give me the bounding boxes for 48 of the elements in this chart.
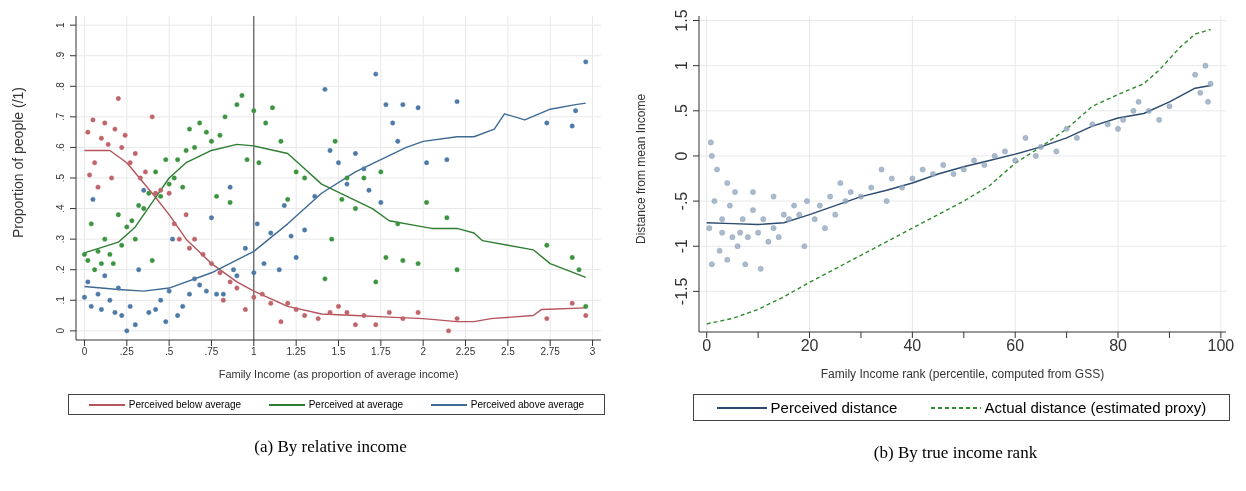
x-tick-label: .5 — [164, 346, 174, 358]
y-tick-label: .4 — [55, 203, 66, 213]
y-tick-label: .5 — [55, 173, 66, 183]
x-tick-label: 2.25 — [455, 346, 476, 358]
x-tick-label: .75 — [204, 346, 219, 358]
x-tick-label: 1 — [251, 346, 258, 358]
x-tick-label: 1.25 — [286, 346, 307, 358]
y-tick-label: .2 — [55, 265, 66, 274]
y-tick-label: .5 — [673, 104, 690, 118]
y-tick-label: .3 — [55, 234, 66, 244]
y-tick-label: 1 — [673, 61, 690, 71]
y-tick-label: 1 — [55, 21, 66, 28]
y-axis-title: Proportion of people (/1) — [9, 87, 26, 238]
x-tick-label: 40 — [903, 337, 922, 355]
legend-label: Actual distance (estimated proxy) — [984, 399, 1207, 416]
legend-label: Perceived distance — [770, 399, 898, 416]
y-tick-label: .1 — [55, 295, 66, 305]
y-tick-label: -1.5 — [673, 277, 690, 306]
x-tick-label: 0 — [702, 337, 712, 355]
y-tick-label: -1 — [673, 239, 690, 254]
x-tick-label: 2.5 — [500, 346, 516, 358]
y-tick-label: .9 — [55, 51, 66, 60]
y-tick-label: .7 — [55, 112, 66, 122]
text: (b) By true income rank — [872, 443, 1039, 463]
x-tick-label: 3 — [589, 346, 596, 358]
legend-label: Perceived above average — [470, 399, 585, 410]
x-axis-title: Family Income (as proportion of average income) — [218, 368, 459, 380]
x-tick-label: 20 — [800, 337, 819, 355]
y-tick-label: .8 — [55, 81, 66, 91]
legend-label: Perceived below average — [128, 399, 242, 410]
y-tick-label: -.5 — [673, 191, 690, 211]
x-tick-label: 1.5 — [331, 346, 346, 358]
text: (a) By relative income — [253, 437, 408, 457]
y-axis-title: Distance from mean Income — [634, 93, 649, 244]
x-tick-label: 0 — [81, 346, 88, 358]
y-tick-label: 0 — [673, 151, 690, 161]
x-tick-label: 60 — [1006, 337, 1025, 355]
x-tick-label: 2 — [420, 346, 427, 358]
x-tick-label: 1.75 — [371, 346, 392, 358]
x-tick-label: 2.75 — [540, 346, 561, 358]
y-tick-label: 0 — [55, 327, 66, 334]
x-tick-label: 100 — [1207, 337, 1235, 355]
y-tick-label: 1.5 — [673, 9, 690, 32]
legend-label: Perceived at average — [308, 399, 404, 410]
y-tick-label: .6 — [55, 142, 66, 152]
x-tick-label: .25 — [119, 346, 135, 358]
x-axis-title: Family Income rank (percentile, computed from GSS) — [820, 367, 1105, 381]
x-tick-label: 80 — [1109, 337, 1128, 355]
